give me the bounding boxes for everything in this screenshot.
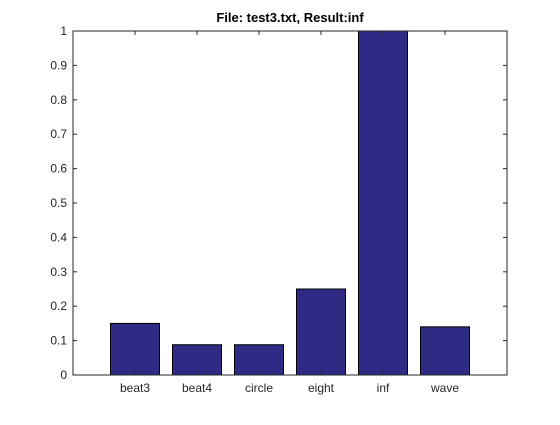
x-tick-label: eight <box>308 381 335 395</box>
bar-beat3 <box>110 322 160 376</box>
y-axis-ticks: 0 0.1 0.2 0.3 0.4 0.5 0.6 0.7 0.8 0.9 1 <box>50 24 507 382</box>
bar-beat4 <box>172 344 222 376</box>
y-tick-label: 0.8 <box>50 93 67 107</box>
axes-box <box>72 30 508 376</box>
x-tick-label: beat3 <box>120 381 150 395</box>
y-tick-label: 0.5 <box>50 196 67 210</box>
y-tick-label: 0 <box>60 368 67 382</box>
y-tick-label: 0.9 <box>50 58 67 72</box>
y-tick-label: 0.6 <box>50 162 67 176</box>
x-axis-ticks: beat3 beat4 circle eight inf wave <box>120 31 459 395</box>
x-tick-label: circle <box>245 381 273 395</box>
y-tick-label: 0.7 <box>50 127 67 141</box>
y-tick-label: 0.2 <box>50 299 67 313</box>
x-tick-label: inf <box>377 381 390 395</box>
plot-area <box>73 31 507 375</box>
x-tick-label: wave <box>430 381 459 395</box>
y-tick-label: 1 <box>60 24 67 38</box>
y-tick-label: 0.4 <box>50 230 67 244</box>
bar-eight <box>296 288 346 376</box>
x-tick-label: beat4 <box>182 381 212 395</box>
bar-wave <box>420 326 470 376</box>
bar-circle <box>234 344 284 376</box>
y-tick-label: 0.3 <box>50 265 67 279</box>
y-tick-label: 0.1 <box>50 334 67 348</box>
bar-inf <box>358 30 408 376</box>
bars-group <box>110 30 470 376</box>
chart-title: File: test3.txt, Result:inf <box>216 10 364 25</box>
